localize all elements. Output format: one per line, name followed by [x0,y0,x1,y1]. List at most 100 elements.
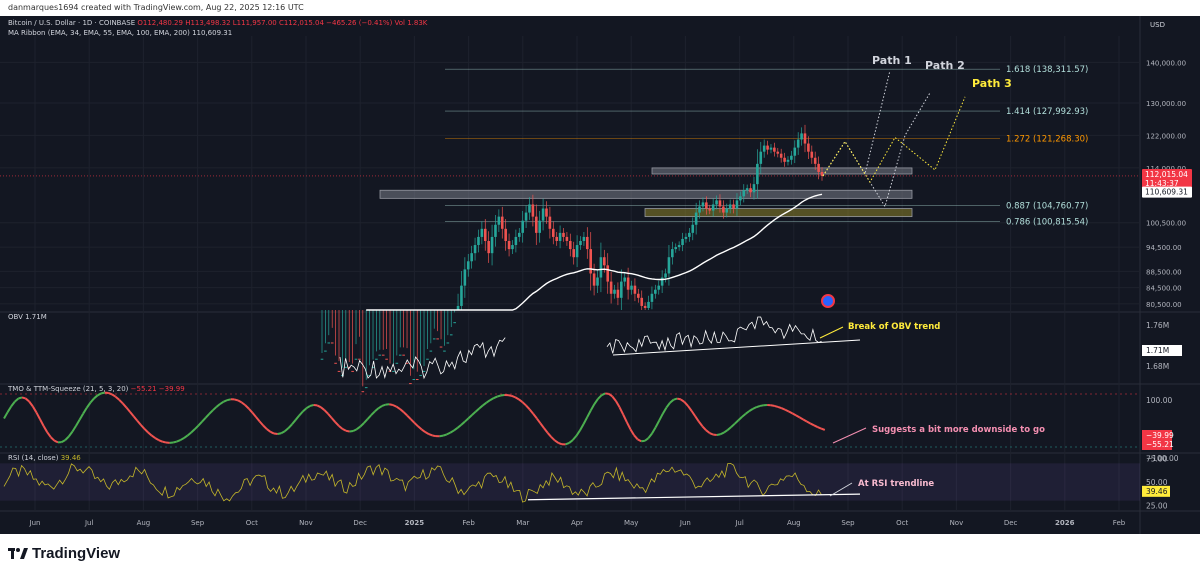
tmo-segment [601,392,606,397]
tmo-segment [611,395,617,402]
tmo-segment [186,431,192,437]
tmo-segment [752,406,757,410]
candle-body [616,289,620,298]
candle-body [691,224,695,233]
last-price-countdown: 11:43:37 [1145,179,1179,188]
tmo-segment [194,424,200,430]
tmo-segment [366,414,372,420]
tmo-segment [262,424,268,430]
x-tick-label: Aug [137,519,151,527]
candle-body [500,216,504,229]
tmo-segment [417,425,423,431]
tmo-segment [795,414,801,419]
tmo-segment [421,428,426,433]
tmo-segment [266,428,272,433]
tmo-annotation: Suggests a bit more downside to go [872,425,1045,435]
candle-body [579,240,582,246]
tmo-segment [554,439,559,444]
candle-body [446,342,450,344]
candle-body [766,145,769,150]
tmo-segment [525,404,531,411]
candle-body [558,232,562,241]
candle-body [409,383,412,385]
candle-body [637,293,640,298]
tmo-segment [690,410,697,417]
candle-body [470,253,473,262]
candle-body [674,247,678,250]
obv-annotation-arrow [819,326,844,339]
candle-body [599,257,603,278]
x-tick-label: May [624,519,638,527]
candle-body [477,236,480,246]
candle-body [596,277,599,286]
tmo-segment [287,423,293,429]
tmo-segment [737,416,743,421]
candle-body [660,277,664,286]
y-tick-label: 122,000.00 [1146,132,1186,140]
tmo-segment [298,410,304,417]
tmo-segment [402,411,408,417]
candle-body [752,184,756,193]
candle-body [375,358,378,360]
candle-body [324,350,327,352]
candle-body [572,249,576,258]
rsi-value: 39.46 [1146,487,1168,496]
candle-body [453,322,456,324]
path-2-projection [822,92,931,208]
tmo-segment [176,439,181,443]
candle-body [640,297,644,306]
fib-level-label: 0.786 (100,815.54) [1006,217,1088,227]
candle-body [330,342,334,344]
tmo-segment [71,425,77,433]
candle-body [514,236,518,246]
tmo-segment [114,395,120,401]
tmo-segment [28,400,34,407]
tmo-legend: TMO & TTM-Squeeze (21, 5, 3, 20) −55.21 … [8,385,185,393]
tmo-segment [108,392,113,396]
tmo-segment [593,398,599,405]
candle-body [473,245,477,254]
tmo-segment [345,429,350,433]
tmo-segment [234,398,239,402]
tmo-segment [356,425,362,431]
candle-body [776,151,780,154]
candle-body [671,249,674,258]
tmo-segment [625,421,632,430]
rsi-annotation: At RSI trendline [858,479,934,489]
candle-body [555,236,558,241]
tmo-segment [39,418,45,427]
tmo-annotation-arrow [832,427,867,444]
candle-body [368,374,371,376]
tmo-segment [248,407,254,414]
tmo-segment [637,438,642,443]
tmo-segment [320,406,326,411]
tmo-segment [665,402,671,409]
tradingview-logo[interactable]: TradingView [8,545,120,562]
tmo-segment [586,409,592,418]
tmo-y-tick: 100.00 [1146,396,1172,405]
ema-price-tag [1142,186,1192,198]
x-tick-label: Nov [299,519,313,527]
candle-body [609,281,613,294]
tmo-segment [334,421,340,427]
candle-body [742,190,746,197]
tmo-segment [500,393,505,397]
chart-area[interactable]: Jun Jul Aug Sep Oct Nov Dec 2025 Feb Mar Apr May Jun… [0,16,1200,534]
chart-svg[interactable]: Jun Jul Aug Sep Oct Nov Dec 2025 Feb Mar Apr May Jun… [0,16,1200,534]
candle-body [388,370,392,372]
candle-body [528,204,531,213]
ma-legend: MA Ribbon (EMA, 34, EMA, 55, EMA, 100, E… [8,29,233,37]
tmo-segment [809,422,815,427]
tmo-segment [802,418,808,423]
candle-body [817,163,820,172]
tmo-segment [46,431,52,438]
tmo-segment [453,426,459,432]
candle-body [718,200,722,207]
tmo-segment [97,392,102,397]
candle-body [793,147,797,156]
rsi-title: RSI (14, close) [8,454,59,462]
y-tick-label: 84,500.00 [1146,285,1182,293]
candle-body [620,281,623,298]
tmo-segment [377,405,383,410]
candle-body [779,153,783,158]
